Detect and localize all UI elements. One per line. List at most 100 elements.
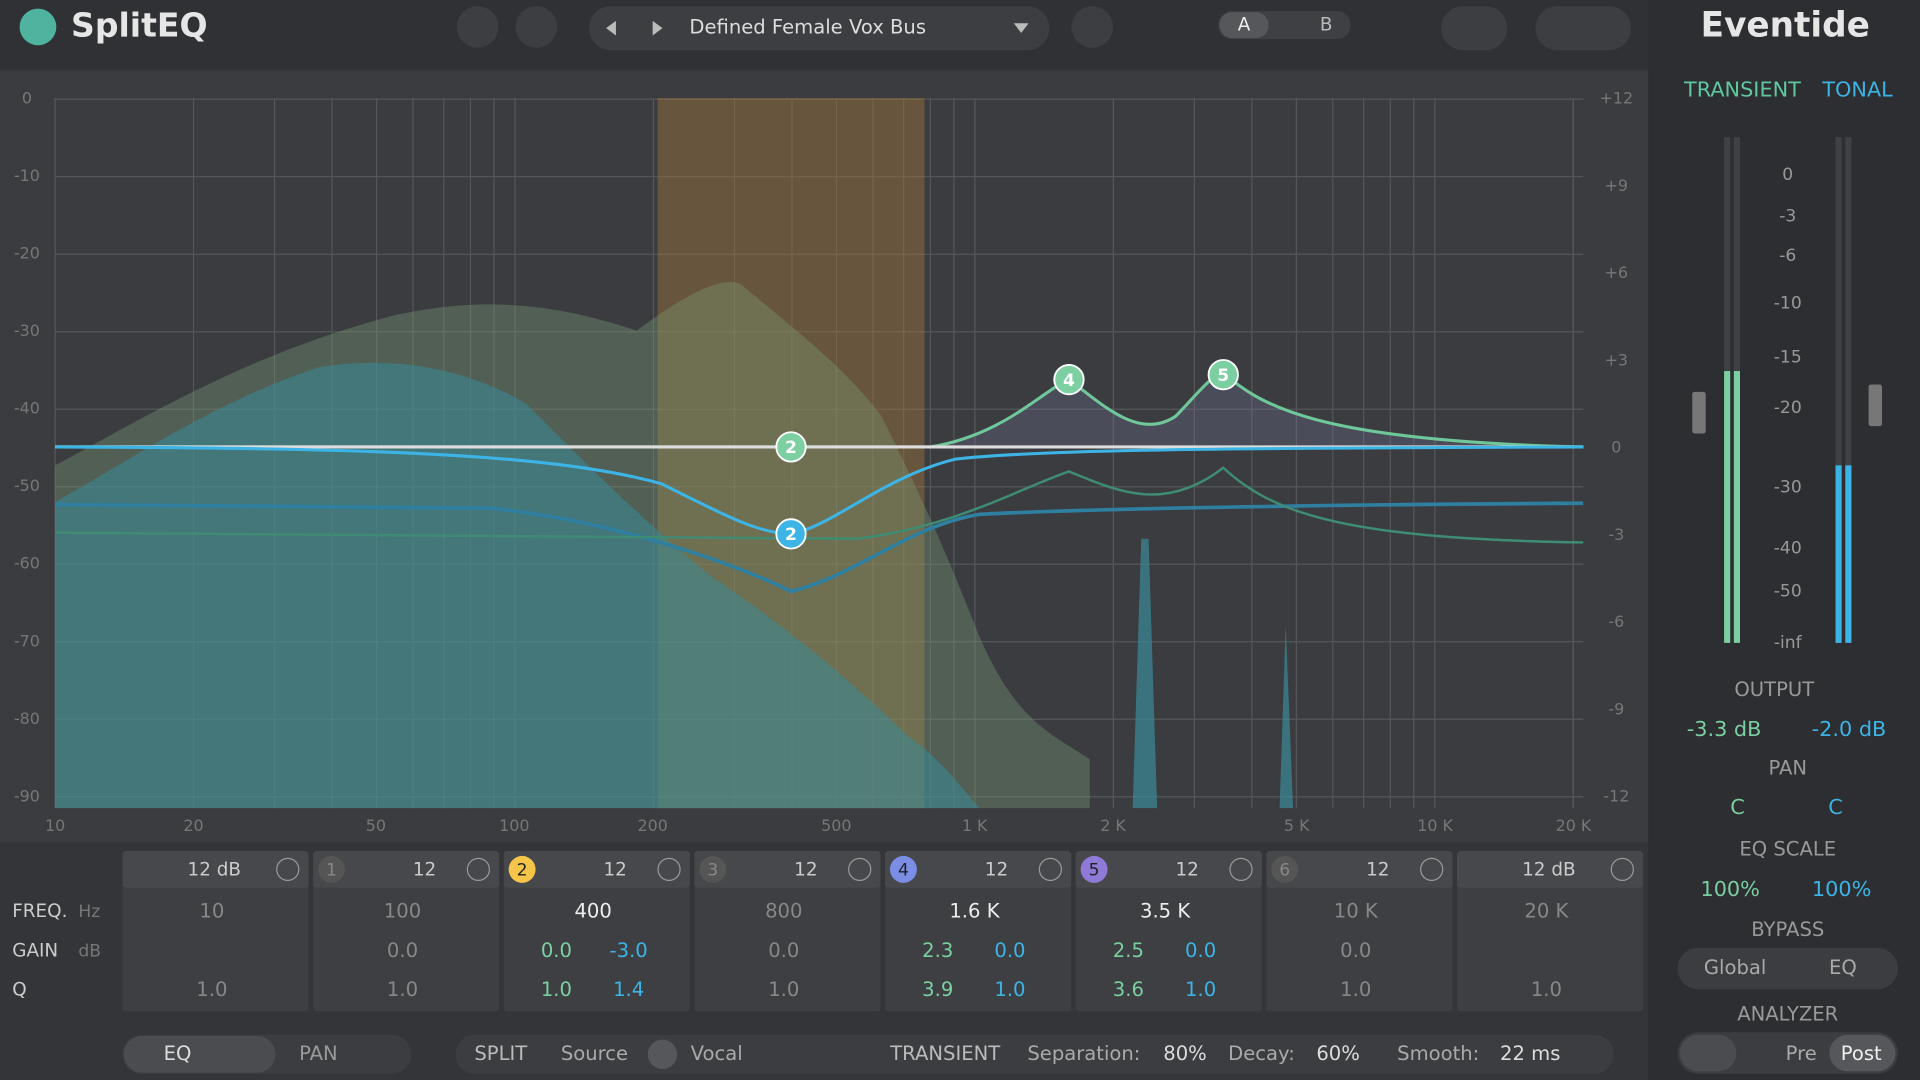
- eq-node[interactable]: [1207, 359, 1239, 391]
- gain-label: -6: [1608, 612, 1624, 631]
- db-label: -30: [14, 321, 40, 340]
- solo-button[interactable]: [848, 857, 872, 882]
- row-label: Q: [12, 980, 26, 1001]
- undo-button[interactable]: [456, 6, 499, 48]
- band-slope: 12: [1175, 860, 1198, 881]
- trim-slider[interactable]: [1692, 391, 1706, 434]
- band-q: 1.0: [1340, 978, 1371, 1001]
- eq-scale-tonal: 100%: [1812, 877, 1871, 901]
- band-freq: 20 K: [1524, 900, 1569, 923]
- freq-label: 20 K: [1556, 816, 1592, 835]
- band-freq: 10: [199, 900, 224, 923]
- node-label: 2: [785, 525, 797, 545]
- ab-b[interactable]: B: [1320, 15, 1333, 36]
- band-number-bg[interactable]: [699, 855, 727, 883]
- band-number-bg[interactable]: [318, 855, 345, 883]
- meter-scale: -inf: [1774, 633, 1803, 653]
- solo-button[interactable]: [1610, 857, 1634, 882]
- gain-label: -9: [1608, 699, 1624, 718]
- info-button[interactable]: [1441, 6, 1508, 51]
- eq-node[interactable]: [775, 518, 807, 550]
- meter-scale: -50: [1774, 581, 1802, 601]
- eq-node[interactable]: [775, 431, 807, 463]
- band-slope: 12 dB: [188, 860, 241, 881]
- row-unit: Hz: [78, 902, 100, 922]
- solo-button[interactable]: [1038, 857, 1062, 882]
- eq-node[interactable]: [1053, 363, 1085, 396]
- band-column: [1457, 851, 1644, 1012]
- solo-button[interactable]: [466, 857, 491, 882]
- decay-value: 60%: [1316, 1042, 1360, 1065]
- redo-button[interactable]: [515, 6, 558, 48]
- resize-button[interactable]: [1535, 6, 1632, 51]
- solo-button[interactable]: [1420, 857, 1444, 882]
- band-number: 2: [517, 861, 528, 881]
- band-header: [313, 851, 500, 888]
- db-label: -80: [14, 709, 40, 728]
- db-label: -60: [14, 554, 40, 573]
- band-number-bg[interactable]: [1080, 855, 1108, 883]
- band-q: 3.6: [1113, 978, 1144, 1001]
- bypass-global[interactable]: Global: [1704, 956, 1766, 979]
- band-number: 3: [707, 861, 718, 881]
- side-panel: [1648, 0, 1920, 1080]
- source-lock[interactable]: [647, 1039, 678, 1069]
- row-label: FREQ.: [12, 901, 67, 922]
- db-label: -20: [14, 244, 40, 263]
- eq-scale-transient: 100%: [1700, 877, 1759, 901]
- pan-transient: C: [1730, 795, 1745, 819]
- meter-scale: 0: [1782, 165, 1793, 185]
- band-freq: 100: [384, 900, 421, 923]
- source-value[interactable]: Vocal: [691, 1042, 743, 1065]
- band-number-bg[interactable]: [1271, 855, 1299, 883]
- band-gain: 0.0: [1185, 939, 1216, 962]
- band-q: 1.0: [541, 978, 572, 1001]
- band-slope: 12: [413, 860, 436, 881]
- bypass-box: [1677, 947, 1898, 990]
- freq-label: 50: [366, 816, 386, 835]
- band-header: [1457, 851, 1644, 888]
- db-label: -40: [14, 399, 40, 418]
- analyzer-pre[interactable]: Pre: [1786, 1042, 1817, 1065]
- save-button[interactable]: [1071, 6, 1114, 48]
- band-header: [122, 851, 309, 888]
- tonal-sum-curve: [55, 466, 1584, 544]
- meter-scale: -30: [1774, 477, 1802, 497]
- ab-a[interactable]: A: [1238, 15, 1251, 36]
- band-header: [1075, 851, 1262, 888]
- db-label: -10: [14, 166, 40, 185]
- band-column: [694, 851, 881, 1012]
- gain-label: +6: [1605, 263, 1628, 282]
- band-gain: 0.0: [768, 939, 799, 962]
- ab-a-bg: [1219, 12, 1269, 38]
- band-column: [122, 851, 309, 1012]
- db-label: 0: [22, 89, 32, 108]
- band-column: [1266, 851, 1453, 1012]
- decay-label: Decay:: [1228, 1042, 1295, 1065]
- trim-slider[interactable]: [1868, 384, 1883, 427]
- band-header: [885, 851, 1072, 888]
- band-q: 1.4: [613, 978, 644, 1001]
- band-freq: 10 K: [1334, 900, 1379, 923]
- preset-name: Defined Female Vox Bus: [689, 16, 926, 39]
- preset-box[interactable]: [588, 6, 1050, 51]
- row-unit: dB: [78, 941, 101, 961]
- eq-view[interactable]: EQ: [164, 1042, 192, 1065]
- analyzer-icon[interactable]: [1680, 1034, 1737, 1072]
- gain-label: +9: [1605, 176, 1628, 195]
- analyzer-post[interactable]: Post: [1841, 1042, 1882, 1065]
- solo-button[interactable]: [276, 857, 300, 882]
- db-label: -50: [14, 476, 40, 495]
- band-number-bg[interactable]: [508, 855, 536, 883]
- brand: Eventide: [1701, 5, 1870, 45]
- pan-view[interactable]: PAN: [299, 1042, 338, 1065]
- gain-label: +12: [1600, 89, 1634, 108]
- bypass-eq[interactable]: EQ: [1829, 956, 1857, 979]
- band-number-bg[interactable]: [889, 855, 917, 883]
- post-bg: [1829, 1034, 1896, 1072]
- solo-button[interactable]: [1229, 857, 1253, 882]
- solo-button[interactable]: [657, 857, 681, 882]
- band-freq: 400: [574, 900, 611, 923]
- band-gain: 0.0: [541, 939, 572, 962]
- band-gain: -3.0: [610, 939, 648, 962]
